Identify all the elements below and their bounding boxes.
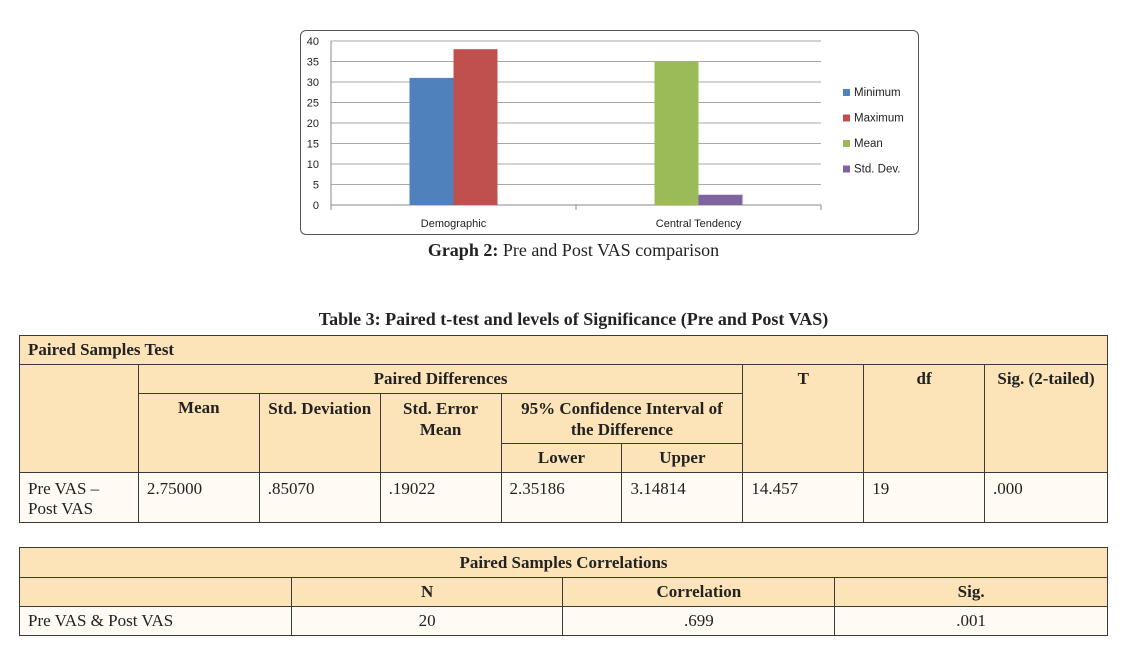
paired-samples-correlations-table: Paired Samples Correlations N Correlatio… [19,547,1108,636]
correlation-value: .699 [562,606,836,636]
bar-mean [654,61,699,205]
upper-header: Upper [621,443,744,473]
n-value: 20 [290,606,564,636]
correlations-label-header [19,577,292,607]
table3-title: Table 3: Paired t-test and levels of Sig… [318,309,829,329]
graph-caption: Graph 2: Pre and Post VAS comparison [0,240,1147,261]
sig-value: .000 [984,472,1108,523]
lower-header: Lower [500,443,623,473]
t-header: T [742,364,865,473]
chart-svg: 0 5 10 15 20 25 30 35 40 Demographic Central Tende… [307,36,904,230]
std-deviation-value: .85070 [258,472,381,523]
y-tick-label: 5 [313,180,319,192]
legend-swatch [843,140,850,147]
y-tick-label: 30 [307,77,319,89]
std-error-mean-header: Std. Error Mean [379,393,502,473]
mean-value: 2.75000 [137,472,260,523]
correlation-header: Correlation [562,577,836,607]
row-label: Pre VAS – Post VAS [19,472,139,523]
corr-sig-value: .001 [834,606,1108,636]
legend-swatch [843,89,850,96]
bar-chart: 0 5 10 15 20 25 30 35 40 Demographic Central Tende… [300,30,919,235]
confidence-interval-header: 95% Confidence Interval of the Differenc… [500,393,744,444]
row-label-header [19,364,139,473]
upper-value: 3.14814 [621,472,744,523]
x-category-label: Demographic [421,218,487,230]
corr-sig-header: Sig. [834,577,1108,607]
legend-label: Maximum [854,113,904,125]
n-header: N [290,577,564,607]
sig-2tailed-header: Sig. (2-tailed) [984,364,1108,473]
legend-label: Minimum [854,87,901,99]
y-tick-label: 40 [307,36,319,48]
std-deviation-header: Std. Deviation [258,393,381,473]
y-tick-label: 25 [307,98,319,110]
legend-label: Std. Dev. [854,164,900,176]
t-value: 14.457 [742,472,865,523]
correlations-header: Paired Samples Correlations [19,547,1108,578]
df-value: 19 [863,472,986,523]
mean-header: Mean [137,393,260,473]
df-header: df [863,364,986,473]
y-tick-label: 10 [307,159,319,171]
std-error-mean-value: .19022 [379,472,502,523]
lower-value: 2.35186 [500,472,623,523]
paired-samples-test-header: Paired Samples Test [19,335,1108,365]
graph-caption-text: Pre and Post VAS comparison [498,240,720,260]
bar-std-dev [698,194,743,205]
y-tick-label: 35 [307,57,319,69]
x-category-label: Central Tendency [656,218,742,230]
y-tick-label: 0 [313,200,319,212]
legend-swatch [843,165,850,173]
bar-minimum [409,77,454,205]
paired-differences-header: Paired Differences [137,364,744,394]
graph-caption-label: Graph 2: [427,240,499,260]
correlations-row-label: Pre VAS & Post VAS [19,606,292,636]
paired-samples-test-table: Paired Samples Test Paired Differences T… [19,335,1108,523]
legend-label: Mean [854,138,883,150]
y-tick-label: 20 [307,118,319,130]
bar-maximum [453,49,498,206]
y-tick-label: 15 [307,139,319,151]
legend-swatch [843,114,850,122]
